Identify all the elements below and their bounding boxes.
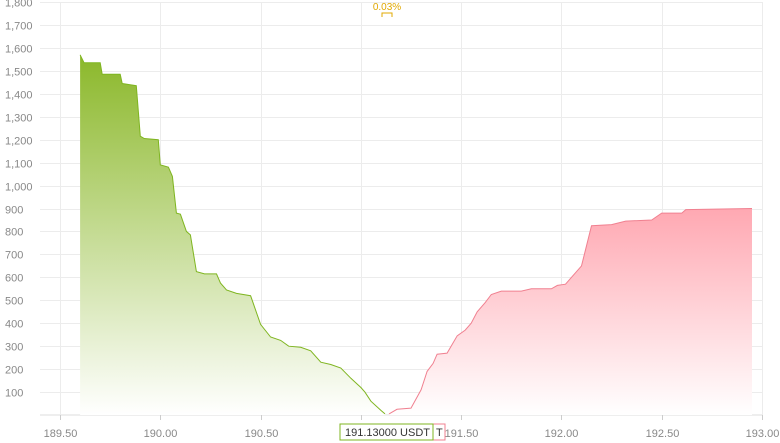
- y-tick-label: 500: [5, 296, 23, 308]
- y-tick-label: 1,400: [5, 90, 33, 102]
- ask-line: [388, 208, 753, 415]
- x-tick-label: 191.50: [445, 428, 479, 440]
- y-tick-label: 400: [5, 319, 23, 331]
- y-tick-label: 900: [5, 205, 23, 217]
- bid-line: [79, 54, 386, 415]
- y-tick-label: 1,600: [5, 44, 33, 56]
- mid-price-marker: 0.03%: [373, 2, 401, 17]
- x-tick-label: 192.00: [545, 428, 579, 440]
- x-tick-label: 189.50: [44, 428, 78, 440]
- y-tick-label: 1,500: [5, 67, 33, 79]
- y-tick-label: 1,100: [5, 159, 33, 171]
- y-tick-label: 200: [5, 365, 23, 377]
- y-tick-label: 1,800: [5, 0, 33, 10]
- bid-price-box: [339, 423, 434, 441]
- spread-bracket: [381, 12, 393, 17]
- spread-label: 0.03%: [373, 2, 401, 13]
- ask-area: [389, 208, 752, 415]
- y-axis: 100 200 300 400 500 600 700 800 900 1,000 1,100 1,2…: [5, 0, 33, 400]
- y-tick-label: 800: [5, 227, 23, 239]
- depth-areas: [79, 54, 753, 416]
- y-tick-label: 1,300: [5, 113, 33, 125]
- x-tick-label: 193.00: [746, 428, 780, 440]
- bid-area: [80, 54, 385, 416]
- x-tick-label: 190.00: [144, 428, 178, 440]
- price-tooltip: 191.13000 USDT T: [339, 423, 446, 441]
- y-tick-label: 300: [5, 342, 23, 354]
- x-tick-label: 190.50: [245, 428, 279, 440]
- ask-price-fragment: T: [436, 427, 443, 439]
- price-label: 191.13000 USDT: [345, 427, 430, 439]
- y-tick-label: 1,700: [5, 21, 33, 33]
- x-tick-label: 192.50: [646, 428, 680, 440]
- y-tick-label: 1,200: [5, 136, 33, 148]
- y-tick-label: 1,000: [5, 182, 33, 194]
- y-tick-label: 700: [5, 250, 23, 262]
- y-tick-label: 100: [5, 388, 23, 400]
- y-tick-label: 600: [5, 273, 23, 285]
